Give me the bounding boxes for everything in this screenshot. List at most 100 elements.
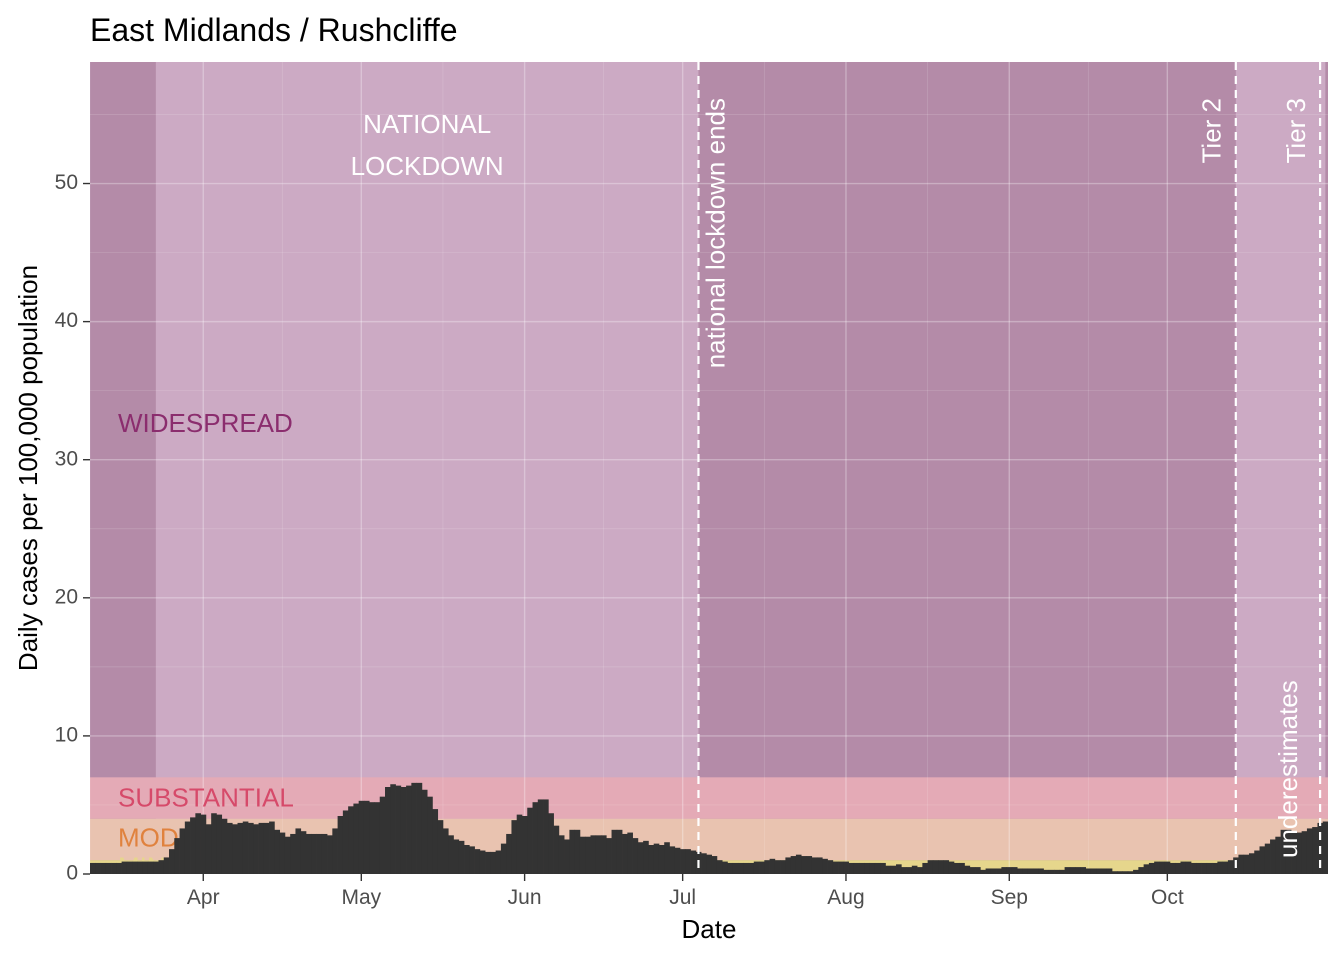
bar [537,799,544,874]
bar [711,856,718,874]
bar [132,861,138,874]
bar [859,862,865,874]
bar [453,839,460,874]
bar [1143,864,1150,874]
event-lines [697,62,1322,874]
bar [1048,869,1055,874]
bar [395,785,402,874]
y-tick-label: 50 [55,171,78,194]
bar [205,824,212,874]
bar [1154,861,1160,874]
bar [1043,869,1050,874]
bar [458,840,465,874]
bar [606,838,612,874]
bar [1301,831,1308,874]
bar [853,862,860,874]
bar [727,862,734,874]
bar [327,835,333,874]
bar [601,835,607,874]
x-tick-label: Jul [669,886,696,909]
bar [1248,853,1255,874]
bar [1196,862,1202,874]
bar [406,785,412,874]
bar [1291,831,1297,874]
bar [279,832,286,874]
bar [922,862,928,874]
bar [226,822,233,874]
bar [311,833,317,874]
bar [980,869,986,874]
bar [1127,871,1134,874]
bar [1011,867,1018,874]
bar [743,862,749,874]
bar [948,861,955,874]
bar [242,821,249,874]
bar [643,840,649,874]
bar [1148,862,1155,874]
bar [332,828,338,874]
bar [358,800,365,874]
bar [174,838,180,874]
bar [658,845,665,874]
bar [1085,868,1092,874]
bar [400,787,407,874]
bar [342,810,349,874]
bar [579,836,586,874]
bar [753,861,760,874]
bar [927,860,934,874]
bar [864,862,871,874]
x-tick-label: Sep [991,886,1028,909]
bar [90,862,96,874]
bar [1112,871,1118,874]
bar [184,821,191,874]
bar [111,862,117,874]
bar [1064,867,1071,874]
y-tick-label: 10 [55,723,78,746]
x-tick-label: Jun [508,886,542,909]
bar [137,861,144,874]
bar [832,861,839,874]
bar [474,849,481,874]
bar [437,820,444,874]
bar [369,802,375,874]
threat-band-substantial [90,777,1328,819]
bar [885,865,892,874]
bar [1106,868,1113,874]
bar [321,833,328,874]
bar [1101,868,1108,874]
bar [479,850,486,874]
bar [838,861,844,874]
bar [100,862,107,874]
bar [147,861,154,874]
bar [759,861,765,874]
bar [142,861,149,874]
bar [827,860,834,874]
bar [126,861,133,874]
bar [795,854,802,874]
bar [648,845,655,874]
bar [274,829,280,874]
bar [774,860,781,874]
bar [985,868,992,874]
bar [353,803,360,874]
bar [595,835,602,874]
bar [269,821,275,874]
bar [232,824,238,874]
bar [179,828,186,874]
bar [632,838,639,874]
bar [200,814,207,874]
y-axis-title: Daily cases per 100,000 population [13,265,43,671]
bar [690,850,697,874]
bar [248,822,254,874]
bar [1001,867,1007,874]
bar [390,784,396,874]
bar [664,842,670,874]
bar [469,846,475,874]
chart-title: East Midlands / Rushcliffe [90,12,458,48]
bar [1254,850,1260,874]
bar [1059,869,1065,874]
bar [532,802,539,874]
bar [1280,829,1287,874]
bar [806,856,813,874]
